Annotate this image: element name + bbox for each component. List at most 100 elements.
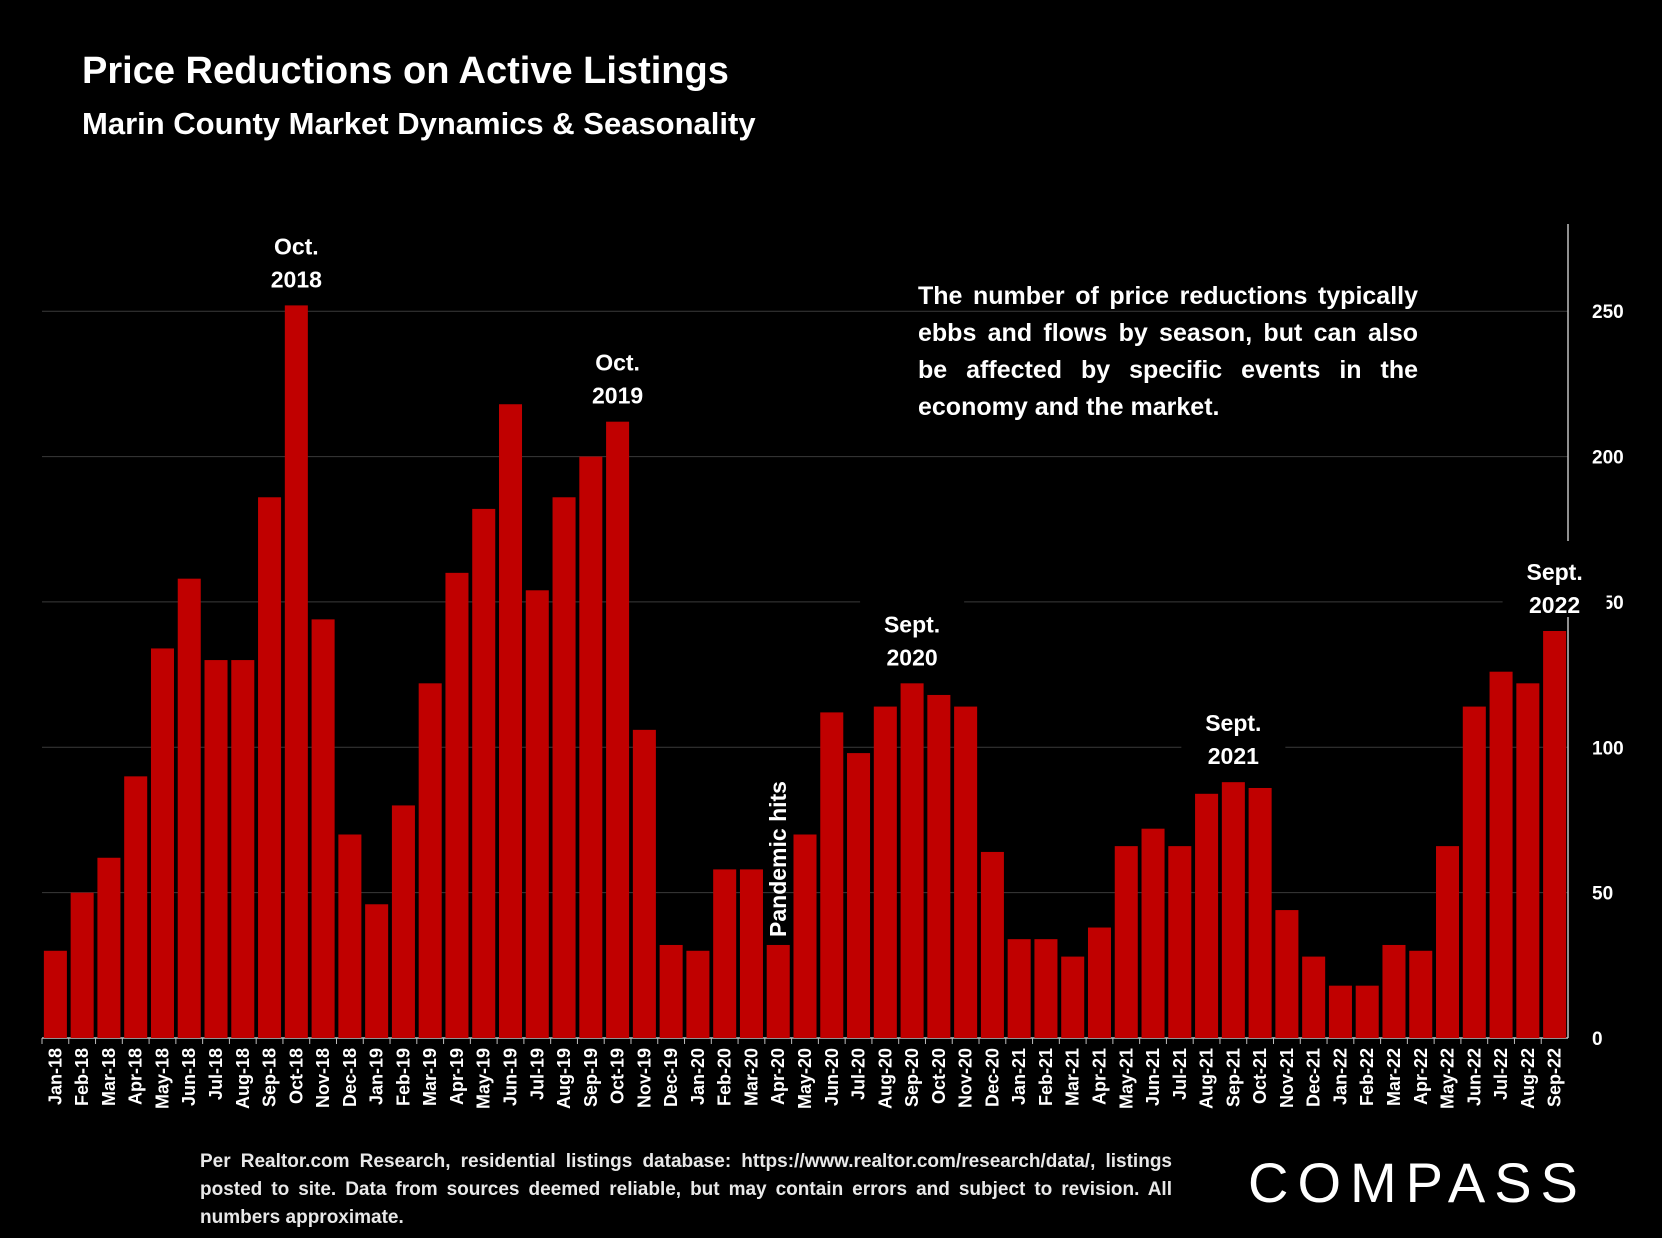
bar [1328,985,1352,1038]
bar [338,834,362,1038]
x-tick-label: Aug-18 [233,1048,253,1109]
annotation-label: Oct. [595,350,640,376]
annotation-backdrop [860,593,965,670]
bar [1061,956,1085,1038]
bar [954,706,978,1038]
y-tick-label: 250 [1592,302,1624,323]
bar [445,572,469,1038]
x-tick-label: Jul-22 [1491,1048,1511,1100]
annotation-backdrop [244,215,349,292]
bar [820,712,844,1038]
x-tick-label: Aug-19 [554,1048,574,1109]
x-tick-label: Sep-18 [260,1048,280,1107]
x-tick-label: Sep-21 [1223,1048,1243,1107]
x-tick-label: Dec-21 [1304,1048,1324,1107]
bar [284,305,308,1038]
x-tick-label: Nov-21 [1277,1048,1297,1108]
x-tick-label: Dec-19 [661,1048,681,1107]
y-tick-label: 200 [1592,448,1624,469]
x-tick-label: Sep-22 [1545,1048,1565,1107]
bar [606,421,630,1039]
bar [418,683,442,1038]
x-tick-label: Oct-20 [929,1048,949,1104]
x-tick-label: Apr-18 [126,1048,146,1105]
bar [1516,683,1540,1038]
x-tick-label: Jan-20 [688,1048,708,1105]
bar [1034,939,1058,1038]
annotation-label: Sept. [1526,559,1582,585]
bar [1007,939,1031,1038]
bar [231,660,255,1038]
chart-annotations: Oct. 2018 Oct. 2019 Sept. 2020 Sept. 2021 Sept. 2… [244,215,1607,937]
compass-logo: COMPASS [1248,1151,1587,1214]
x-tick-label: Aug-21 [1197,1048,1217,1109]
bar [1114,846,1138,1038]
x-tick-label: Mar-20 [741,1048,761,1106]
x-tick-label: Jun-19 [501,1048,521,1106]
bar [525,590,549,1038]
y-tick-label: 0 [1592,1029,1603,1050]
bar [793,834,817,1038]
bar [43,950,67,1038]
bar [177,578,201,1038]
bar [927,694,951,1038]
annotation-backdrop [1181,692,1286,769]
annotation-label: Sept. [884,611,940,637]
x-tick-label: Oct-18 [286,1048,306,1104]
annotation-backdrop [565,331,670,408]
x-tick-label: Jun-20 [822,1048,842,1106]
annotation-label: 2019 [592,383,643,409]
y-tick-label: 100 [1592,738,1624,759]
source-footnote: Per Realtor.com Research, residential li… [200,1151,1172,1228]
bar [97,857,121,1038]
bar [1141,828,1165,1038]
x-tick-label: May-22 [1438,1048,1458,1109]
explanatory-note: The number of price reductions typically… [918,282,1418,421]
bar [873,706,897,1038]
bar [766,944,790,1038]
x-tick-label: Jan-21 [1009,1048,1029,1105]
x-tick-label: Dec-20 [982,1048,1002,1107]
bar [1248,787,1272,1038]
annotation-label: Oct. [274,233,319,259]
x-tick-label: Jan-22 [1330,1048,1350,1105]
x-tick-label: Nov-19 [634,1048,654,1108]
x-tick-label: Jun-18 [179,1048,199,1106]
chart-subtitle: Marin County Market Dynamics & Seasonali… [82,106,756,141]
bar [365,904,389,1038]
annotation-label: 2020 [887,644,938,670]
x-tick-label: May-21 [1116,1048,1136,1109]
x-tick-label: Jun-22 [1464,1048,1484,1106]
bar [311,619,335,1038]
x-tick-label: Mar-21 [1063,1048,1083,1106]
x-tick-label: Jan-18 [45,1048,65,1105]
bar [1355,985,1379,1038]
x-tick-label: Mar-19 [420,1048,440,1106]
bar [900,683,924,1038]
bar [713,869,737,1038]
x-tick-label: Nov-20 [956,1048,976,1108]
x-tick-label: Jul-20 [849,1048,869,1100]
bar [1436,846,1460,1038]
x-tick-label: Oct-19 [608,1048,628,1104]
bar [124,776,148,1038]
bar [1168,846,1192,1038]
bar [1382,944,1406,1038]
x-tick-label: Sep-19 [581,1048,601,1107]
x-tick-label: Apr-21 [1089,1048,1109,1105]
x-tick-label: Jul-18 [206,1048,226,1100]
x-tick-label: Feb-18 [72,1048,92,1106]
annotation-label: 2021 [1208,743,1259,769]
annotation-label: 2022 [1529,592,1580,618]
bar [686,950,710,1038]
bar [472,508,496,1038]
bar [552,497,576,1038]
x-tick-label: Jul-19 [527,1048,547,1100]
x-tick-label: Sep-20 [902,1048,922,1107]
bar [1195,793,1219,1038]
pandemic-annotation: Pandemic hits [765,781,791,937]
bar [632,729,656,1038]
bar [847,753,871,1038]
